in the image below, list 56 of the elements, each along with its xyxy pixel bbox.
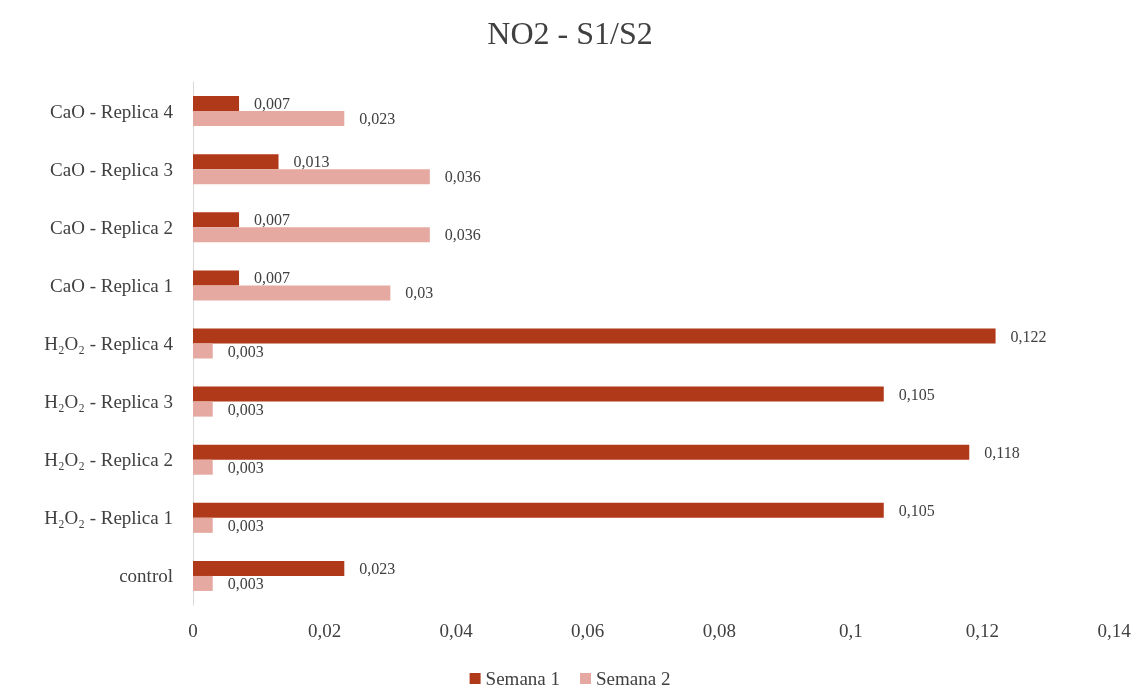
data-label: 0,007 — [254, 269, 291, 287]
data-label: 0,105 — [898, 501, 935, 519]
bar — [193, 459, 213, 475]
x-tick-label: 0,06 — [571, 620, 605, 641]
x-tick-label: 0,12 — [965, 620, 1000, 641]
x-tick-label: 0,08 — [702, 620, 736, 641]
bar — [193, 285, 391, 301]
data-label: 0,122 — [1010, 327, 1047, 345]
x-tick-label: 0,1 — [838, 620, 863, 641]
y-tick-label: CaO - Replica 4 — [50, 100, 174, 122]
data-label: 0,03 — [405, 284, 434, 302]
data-label: 0,007 — [254, 211, 291, 229]
bar — [193, 227, 430, 243]
y-tick-label: H₂O₂ - Replica 3 — [44, 391, 173, 413]
data-label: 0,003 — [227, 458, 264, 476]
y-tick-label: H₂O₂ - Replica 1 — [44, 507, 173, 529]
data-label: 0,003 — [227, 342, 264, 360]
data-label: 0,023 — [359, 110, 396, 128]
data-label: 0,003 — [227, 400, 264, 418]
chart-title: NO2 - S1/S2 — [487, 15, 653, 51]
y-tick-label: CaO - Replica 3 — [50, 158, 173, 180]
x-tick-label: 0,02 — [307, 620, 342, 641]
data-label: 0,013 — [293, 153, 330, 171]
bar — [193, 154, 279, 170]
y-tick-label: H₂O₂ - Replica 2 — [44, 449, 173, 471]
bar — [193, 517, 213, 533]
data-label: 0,003 — [227, 516, 264, 534]
data-label: 0,003 — [227, 574, 264, 592]
bar — [193, 111, 345, 127]
bar — [193, 502, 884, 518]
data-label: 0,036 — [444, 168, 481, 186]
bar — [193, 343, 213, 359]
data-label: 0,118 — [984, 443, 1020, 461]
bar — [193, 575, 213, 591]
bar — [193, 328, 996, 344]
legend-label: Semana 2 — [596, 668, 671, 689]
bar — [193, 169, 430, 185]
y-tick-label: H₂O₂ - Replica 4 — [44, 333, 174, 354]
bar — [193, 212, 240, 228]
data-label: 0,105 — [898, 385, 935, 403]
bar — [193, 386, 884, 402]
bar — [193, 560, 345, 576]
x-tick-label: 0,14 — [1097, 620, 1132, 641]
data-label: 0,007 — [254, 95, 291, 113]
data-label: 0,036 — [444, 226, 481, 244]
bar — [193, 96, 240, 112]
bar — [193, 401, 213, 417]
y-tick-label: control — [119, 565, 173, 587]
data-label: 0,023 — [359, 559, 396, 577]
bar — [193, 444, 970, 460]
legend-label: Semana 1 — [485, 668, 561, 689]
bar — [193, 270, 240, 286]
y-tick-label: CaO - Replica 1 — [50, 274, 173, 296]
x-tick-label: 0,04 — [439, 620, 474, 641]
x-tick-label: 0 — [188, 620, 198, 641]
y-tick-label: CaO - Replica 2 — [50, 216, 173, 238]
